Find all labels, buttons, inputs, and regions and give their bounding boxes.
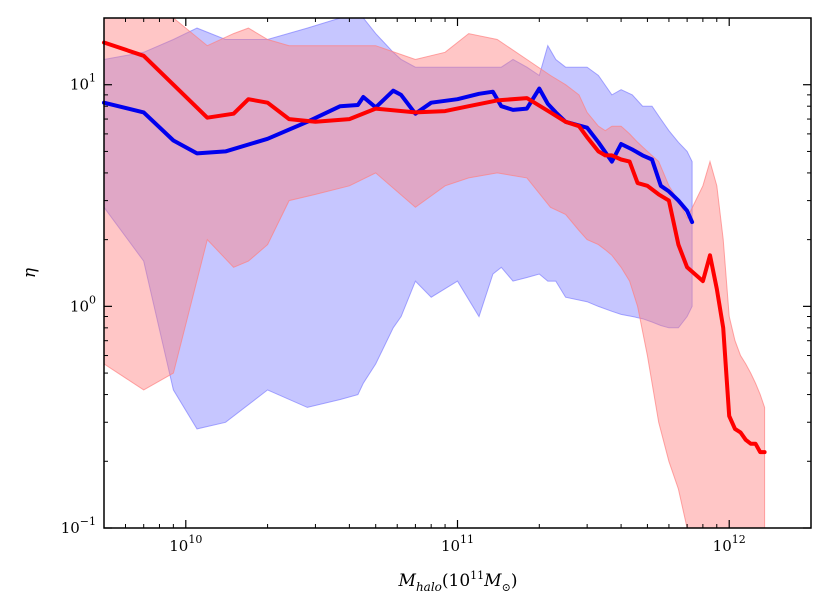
band-blue	[103, 17, 693, 430]
y-tick-label: 101	[70, 72, 96, 94]
confidence-bands	[103, 17, 766, 529]
y-axis-label: η	[20, 267, 40, 278]
x-tick-label: 1012	[713, 533, 746, 555]
y-tick-label: 10−1	[61, 515, 96, 537]
x-axis-label: Mhalo(1011M⊙)	[398, 569, 518, 594]
series-lines	[102, 40, 767, 455]
x-tick-label: 1011	[441, 533, 474, 555]
axis-ticks: 1010 1011 1012 10−1 100 101	[61, 17, 812, 555]
x-tick-label: 1010	[169, 533, 202, 555]
y-tick-label: 100	[70, 293, 96, 315]
series-line-red	[102, 40, 767, 455]
